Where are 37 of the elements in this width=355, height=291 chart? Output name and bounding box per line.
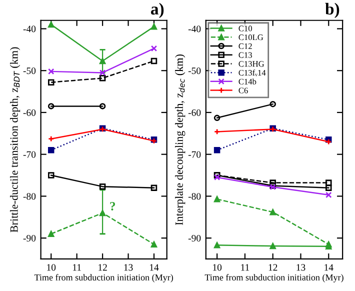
text: b)	[325, 2, 340, 18]
x-tick-label: 14	[324, 264, 334, 271]
y-tick-label: -50	[188, 68, 201, 74]
x-axis-title: Time from subduction initiation (Myr)	[204, 274, 344, 282]
x-tick-label: 12	[98, 264, 107, 271]
x-tick-label: 13	[124, 264, 133, 271]
y-tick-label: -40	[23, 26, 36, 32]
x-tick-label: 11	[73, 264, 81, 271]
legend-label: C13HG	[238, 61, 264, 67]
legend-label: C13fᵥ14	[238, 70, 266, 76]
y-tick-label: -60	[23, 109, 36, 116]
x-tick-label: 11	[241, 264, 250, 271]
legend-label: C13	[238, 52, 252, 58]
x-tick-label: 10	[47, 264, 56, 271]
legend-label: C14b	[238, 78, 256, 84]
y-tick-label: -90	[23, 234, 36, 242]
y-tick-label: -80	[23, 193, 36, 200]
x-tick-label: 14	[150, 264, 159, 271]
x-axis-title: Time from subduction initiation (Myr)	[34, 274, 173, 282]
text: a)	[150, 2, 164, 18]
x-tick-label: 10	[213, 264, 222, 271]
y-tick-label: -40	[188, 26, 201, 32]
x-tick-label: 12	[268, 264, 278, 271]
x-tick-label: 13	[296, 264, 306, 271]
y-tick-label: -70	[23, 151, 36, 158]
y-tick-label: -50	[23, 68, 36, 74]
y-tick-label: -70	[188, 151, 201, 158]
y-tick-label: -80	[188, 193, 201, 200]
y-axis-title: Brittle-ductile transition depth, z$_{BDT}$ (km)	[10, 47, 20, 232]
y-tick-label: -90	[188, 234, 201, 242]
y-axis-title: Interplate decoupling depth, z$_{dec}$ (km)	[175, 54, 186, 226]
y-tick-label: -60	[188, 109, 201, 116]
legend-label: C10LG	[238, 34, 264, 40]
legend-label: C10	[238, 26, 252, 32]
legend-label: C6	[238, 88, 248, 94]
legend-label: C12	[238, 43, 252, 49]
annotation: ?	[110, 202, 115, 210]
